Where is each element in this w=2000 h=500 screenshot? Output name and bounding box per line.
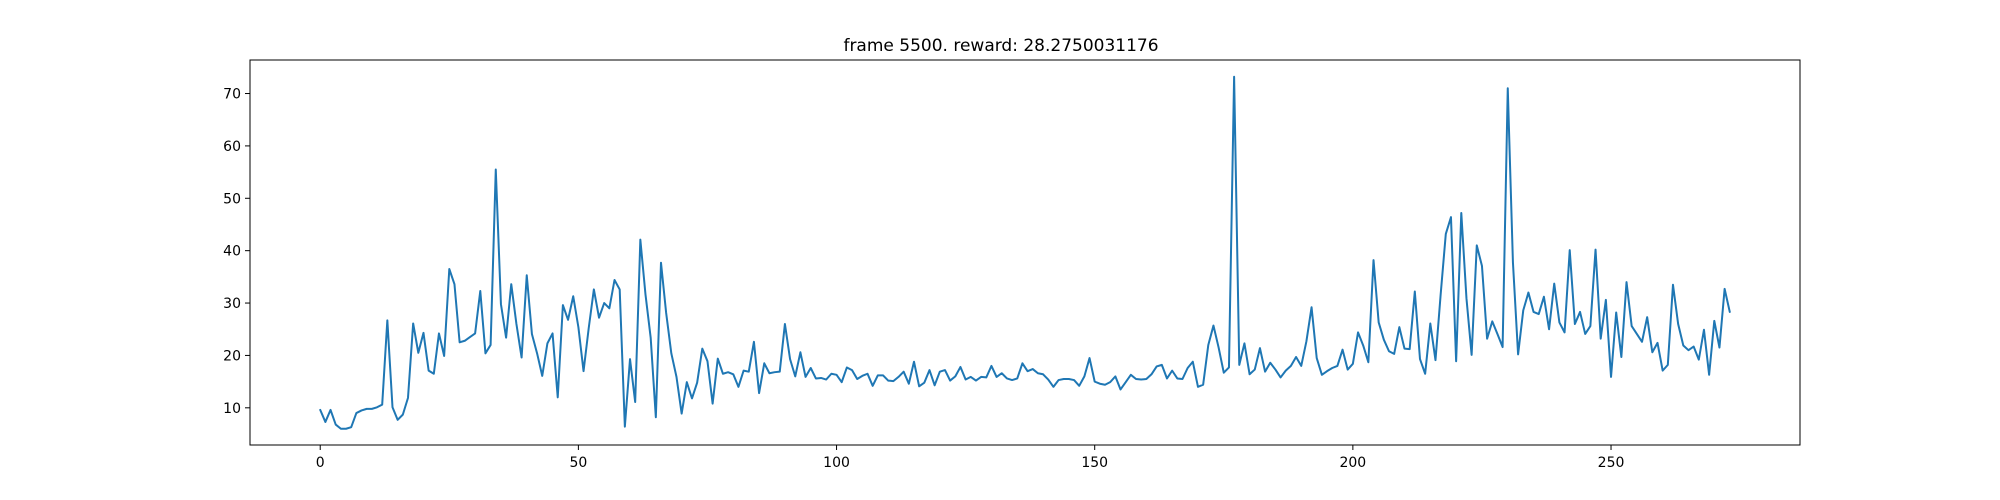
- plot-frame: [250, 60, 1800, 445]
- y-tick-label: 30: [223, 296, 241, 312]
- y-tick-label: 50: [223, 191, 241, 207]
- series-layer: [320, 77, 1730, 429]
- chart-title: frame 5500. reward: 28.2750031176: [843, 36, 1158, 56]
- x-tick-label: 0: [316, 455, 325, 471]
- series-line-reward: [320, 77, 1730, 429]
- x-tick-label: 100: [823, 455, 850, 471]
- x-tick-label: 50: [569, 455, 587, 471]
- y-tick-label: 10: [223, 401, 241, 417]
- y-tick-label: 70: [223, 87, 241, 103]
- x-tick-label: 250: [1598, 455, 1625, 471]
- y-tick-label: 20: [223, 348, 241, 364]
- x-tick-label: 150: [1081, 455, 1108, 471]
- y-tick-label: 60: [223, 139, 241, 155]
- axes: 0 50 100 150 200 250 10 20 30 40 50 60 70: [223, 87, 1624, 471]
- y-tick-label: 40: [223, 244, 241, 260]
- x-tick-label: 200: [1339, 455, 1366, 471]
